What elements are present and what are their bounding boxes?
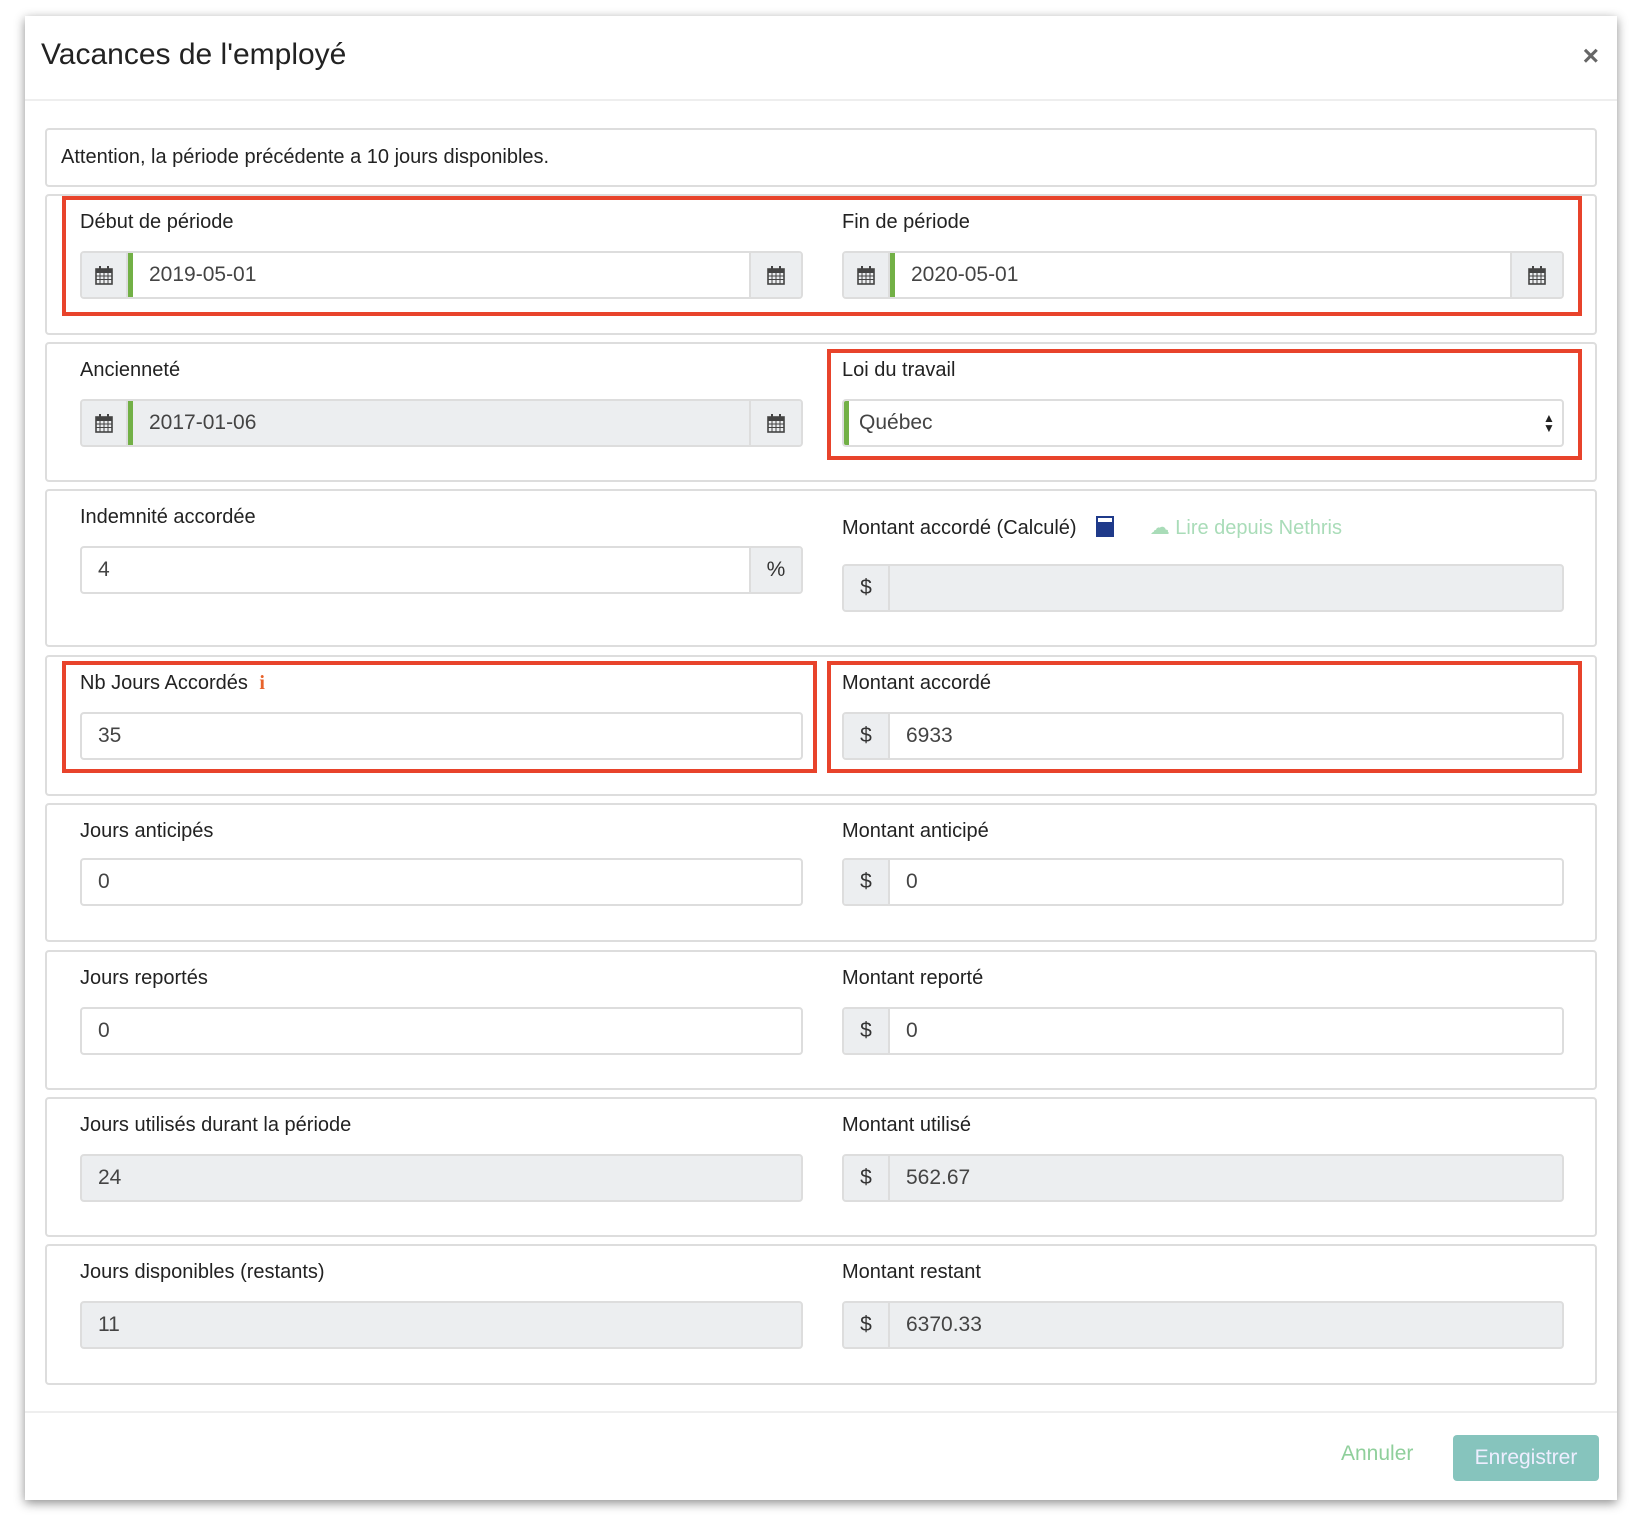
period-section: Début de période 2019-05-01 Fin de pério… bbox=[45, 194, 1597, 335]
montant-anticipe-value[interactable]: 0 bbox=[906, 870, 918, 893]
fin-value[interactable]: 2020-05-01 bbox=[890, 253, 1510, 297]
seniority-section: Ancienneté 2017-01-06 Loi du travail Qué… bbox=[45, 342, 1597, 482]
jours-anticipes-value[interactable]: 0 bbox=[98, 870, 110, 893]
granted-section: Nb Jours Accordés i 35 Montant accordé $… bbox=[45, 655, 1597, 796]
cancel-button[interactable]: Annuler bbox=[1341, 1442, 1414, 1465]
dollar-addon: $ bbox=[844, 1303, 890, 1347]
montant-reporte-label: Montant reporté bbox=[842, 967, 984, 989]
jours-dispo-input: 11 bbox=[80, 1301, 803, 1349]
anticipated-section: Jours anticipés 0 Montant anticipé $0 bbox=[45, 803, 1597, 942]
montant-calc-value bbox=[890, 566, 1562, 610]
montant-restant-input: $6370.33 bbox=[842, 1301, 1564, 1349]
highlight-box bbox=[62, 661, 817, 773]
montant-utilise-label: Montant utilisé bbox=[842, 1114, 971, 1136]
fin-label: Fin de période bbox=[842, 211, 970, 233]
fin-date-input[interactable]: 2020-05-01 bbox=[842, 251, 1564, 299]
nb-jours-label-row: Nb Jours Accordés i bbox=[80, 672, 265, 694]
calculator-icon[interactable] bbox=[1096, 516, 1115, 537]
calendar-picker-button[interactable] bbox=[1510, 253, 1562, 297]
info-icon[interactable]: i bbox=[259, 672, 265, 694]
nb-jours-value[interactable]: 35 bbox=[98, 724, 122, 747]
montant-anticipe-label: Montant anticipé bbox=[842, 820, 989, 842]
indemnity-section: Indemnité accordée 4 % Montant accordé (… bbox=[45, 489, 1597, 647]
dollar-addon: $ bbox=[844, 860, 890, 904]
jours-utilises-value: 24 bbox=[98, 1166, 122, 1189]
loi-value[interactable]: Québec bbox=[844, 401, 1536, 445]
indemnite-input[interactable]: 4 % bbox=[80, 546, 803, 594]
montant-label: Montant accordé bbox=[842, 672, 991, 694]
montant-value[interactable]: 6933 bbox=[906, 724, 953, 747]
montant-input[interactable]: $ 6933 bbox=[842, 712, 1564, 760]
nb-jours-input[interactable]: 35 bbox=[80, 712, 803, 760]
cloud-download-icon: ☁ bbox=[1149, 517, 1170, 539]
jours-dispo-label: Jours disponibles (restants) bbox=[80, 1261, 325, 1283]
montant-utilise-value: 562.67 bbox=[906, 1166, 971, 1189]
select-arrows-icon: ▲ ▼ bbox=[1543, 411, 1555, 435]
highlight-box bbox=[827, 349, 1582, 460]
debut-value[interactable]: 2019-05-01 bbox=[128, 253, 749, 297]
montant-utilise-input: $562.67 bbox=[842, 1154, 1564, 1202]
footer-divider bbox=[25, 1411, 1617, 1413]
debut-date-input[interactable]: 2019-05-01 bbox=[80, 251, 803, 299]
modal-header: Vacances de l'employé × bbox=[25, 16, 1617, 101]
calendar-icon bbox=[82, 401, 128, 445]
montant-restant-label: Montant restant bbox=[842, 1261, 981, 1283]
jours-utilises-input: 24 bbox=[80, 1154, 803, 1202]
jours-utilises-label: Jours utilisés durant la période bbox=[80, 1114, 352, 1136]
dollar-addon: $ bbox=[844, 1156, 890, 1200]
highlight-box bbox=[62, 196, 1582, 316]
lire-nethris-link[interactable]: ☁ Lire depuis Nethris bbox=[1149, 517, 1342, 539]
montant-anticipe-input[interactable]: $0 bbox=[842, 858, 1564, 906]
montant-reporte-value[interactable]: 0 bbox=[906, 1019, 918, 1042]
jours-reportes-value[interactable]: 0 bbox=[98, 1019, 110, 1042]
montant-calc-input: $ bbox=[842, 564, 1564, 612]
alert-message: Attention, la période précédente a 10 jo… bbox=[45, 128, 1597, 187]
anciennete-date-input[interactable]: 2017-01-06 bbox=[80, 399, 803, 447]
indemnite-value[interactable]: 4 bbox=[98, 558, 110, 581]
close-icon[interactable]: × bbox=[1582, 40, 1599, 71]
remaining-section: Jours disponibles (restants) 11 Montant … bbox=[45, 1244, 1597, 1385]
used-section: Jours utilisés durant la période 24 Mont… bbox=[45, 1097, 1597, 1237]
montant-calc-label: Montant accordé (Calculé) bbox=[842, 517, 1077, 539]
percent-addon: % bbox=[749, 548, 801, 592]
dollar-addon: $ bbox=[844, 566, 890, 610]
employee-vacation-modal: Vacances de l'employé × Attention, la pé… bbox=[25, 16, 1617, 1500]
modal-title: Vacances de l'employé bbox=[41, 38, 347, 71]
jours-reportes-input[interactable]: 0 bbox=[80, 1007, 803, 1055]
carried-section: Jours reportés 0 Montant reporté $0 bbox=[45, 950, 1597, 1090]
loi-label: Loi du travail bbox=[842, 359, 956, 381]
anciennete-value[interactable]: 2017-01-06 bbox=[128, 401, 749, 445]
jours-dispo-value: 11 bbox=[98, 1313, 120, 1336]
save-button[interactable]: Enregistrer bbox=[1453, 1435, 1599, 1481]
highlight-box bbox=[827, 661, 1582, 773]
dollar-addon: $ bbox=[844, 714, 890, 758]
jours-anticipes-label: Jours anticipés bbox=[80, 820, 214, 842]
jours-anticipes-input[interactable]: 0 bbox=[80, 858, 803, 906]
montant-reporte-input[interactable]: $0 bbox=[842, 1007, 1564, 1055]
jours-reportes-label: Jours reportés bbox=[80, 967, 208, 989]
calendar-icon bbox=[844, 253, 890, 297]
dollar-addon: $ bbox=[844, 1009, 890, 1053]
loi-select[interactable]: Québec ▲ ▼ bbox=[842, 399, 1564, 447]
debut-label: Début de période bbox=[80, 211, 234, 233]
indemnite-label: Indemnité accordée bbox=[80, 506, 256, 528]
montant-calc-label-row: Montant accordé (Calculé) ☁ Lire depuis … bbox=[842, 515, 1342, 540]
calendar-picker-button[interactable] bbox=[749, 253, 801, 297]
calendar-picker-button[interactable] bbox=[749, 401, 801, 445]
montant-restant-value: 6370.33 bbox=[906, 1313, 982, 1336]
anciennete-label: Ancienneté bbox=[80, 359, 181, 381]
calendar-icon bbox=[82, 253, 128, 297]
